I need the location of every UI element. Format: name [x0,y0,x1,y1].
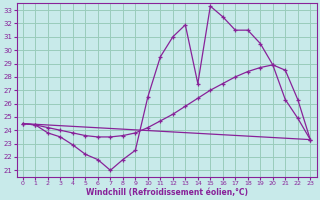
X-axis label: Windchill (Refroidissement éolien,°C): Windchill (Refroidissement éolien,°C) [85,188,248,197]
